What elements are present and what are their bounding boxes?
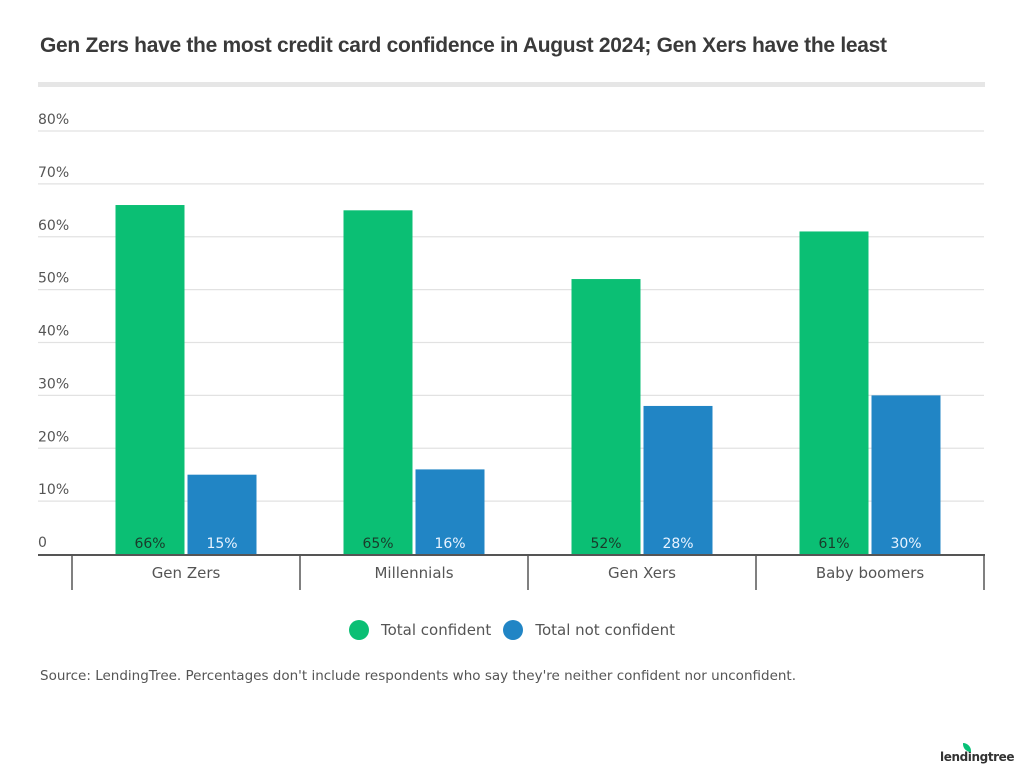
legend-item-confident: Total confident [349,620,491,640]
x-category-label: Baby boomers [816,564,925,582]
chart-title: Gen Zers have the most credit card confi… [40,34,887,57]
bar-confident [115,205,185,554]
legend-label-not-confident: Total not confident [535,621,675,639]
y-tick-label: 20% [38,429,69,445]
y-tick-label: 70% [38,165,69,181]
legend-label-confident: Total confident [381,621,492,639]
y-tick-label: 0 [38,535,47,551]
x-category-label: Gen Zers [152,564,221,582]
legend-item-not-confident: Total not confident [503,620,675,640]
bar-chart: 0 10% 20% 30% 40% 50% 60% 70% 80% 66% 15% Gen Zers 6… [38,112,985,590]
data-label: 52% [590,536,621,552]
bar-not-confident [643,405,713,554]
bar-not-confident [187,474,257,554]
bar-not-confident [415,469,485,554]
data-label: 66% [134,536,165,552]
bar-confident [343,210,413,554]
legend-swatch-not-confident [503,620,524,640]
x-category-label: Gen Xers [608,564,676,582]
data-label: 16% [434,536,465,552]
bar-not-confident [871,395,941,554]
data-label: 61% [818,536,849,552]
leaf-icon [963,743,971,752]
data-label: 15% [206,536,237,552]
data-label: 65% [362,536,393,552]
y-tick-label: 30% [38,376,69,392]
lendingtree-logo: lendingtree [940,743,1015,764]
bar-confident [571,279,641,554]
logo-text: lendingtree [940,750,1015,764]
legend-swatch-confident [349,620,369,640]
title-divider [38,82,985,87]
y-tick-label: 40% [38,324,69,340]
y-tick-label: 50% [38,271,69,287]
data-label: 28% [662,536,693,552]
bar-confident [799,231,869,554]
y-tick-label: 10% [38,482,69,498]
legend: Total confident Total not confident [0,620,1024,640]
x-category-label: Millennials [374,564,453,582]
y-tick-label: 60% [38,218,69,234]
data-label: 30% [890,536,921,552]
y-tick-label: 80% [38,112,69,128]
source-note: Source: LendingTree. Percentages don't i… [40,668,797,684]
